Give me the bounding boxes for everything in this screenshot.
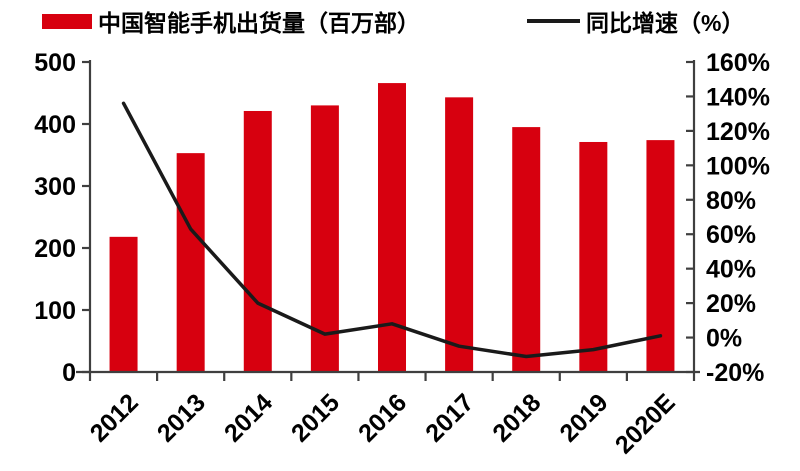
left-tick-label: 100 (34, 297, 76, 325)
right-tick-label: 140% (706, 83, 770, 111)
right-tick-label: 160% (706, 49, 770, 77)
x-label-2013: 2013 (152, 388, 211, 447)
right-tick-label: 20% (706, 290, 756, 318)
bar-series-swatch-icon (42, 13, 92, 29)
x-label-2012: 2012 (85, 388, 144, 447)
bar-2015 (310, 105, 339, 373)
x-label-2014: 2014 (219, 388, 278, 447)
left-tick-label: 300 (34, 173, 76, 201)
bar-2014 (243, 110, 272, 372)
right-tick-label: -20% (706, 359, 764, 387)
growth-line (121, 101, 663, 359)
x-label-2019: 2019 (554, 388, 613, 447)
bar-2012 (109, 236, 138, 372)
right-tick-label: 0% (706, 325, 742, 353)
right-tick-label: 60% (706, 221, 756, 249)
legend-item-shipments: 中国智能手机出货量（百万部） (42, 6, 420, 36)
legend-item-growth: 同比增速（%） (527, 6, 744, 36)
bar-2020E (646, 140, 675, 372)
left-tick-label: 0 (62, 359, 76, 387)
x-label-2020E: 2020E (610, 388, 681, 459)
bar-2019 (579, 141, 608, 372)
legend-label-shipments: 中国智能手机出货量（百万部） (98, 10, 420, 36)
right-tick-label: 120% (706, 118, 770, 146)
x-label-2017: 2017 (420, 388, 479, 447)
legend-label-growth: 同比增速（%） (586, 10, 745, 36)
x-label-2018: 2018 (487, 388, 546, 447)
x-label-2015: 2015 (286, 388, 345, 447)
right-tick-label: 40% (706, 256, 756, 284)
bar-2013 (176, 153, 205, 372)
line-series-swatch-icon (527, 19, 580, 23)
left-tick-label: 500 (34, 49, 76, 77)
bar-2017 (445, 97, 474, 372)
bar-2018 (512, 127, 541, 372)
right-tick-label: 80% (706, 187, 756, 215)
left-tick-label: 200 (34, 235, 76, 263)
x-label-2016: 2016 (353, 388, 412, 447)
left-tick-label: 400 (34, 111, 76, 139)
right-tick-label: 100% (706, 152, 770, 180)
